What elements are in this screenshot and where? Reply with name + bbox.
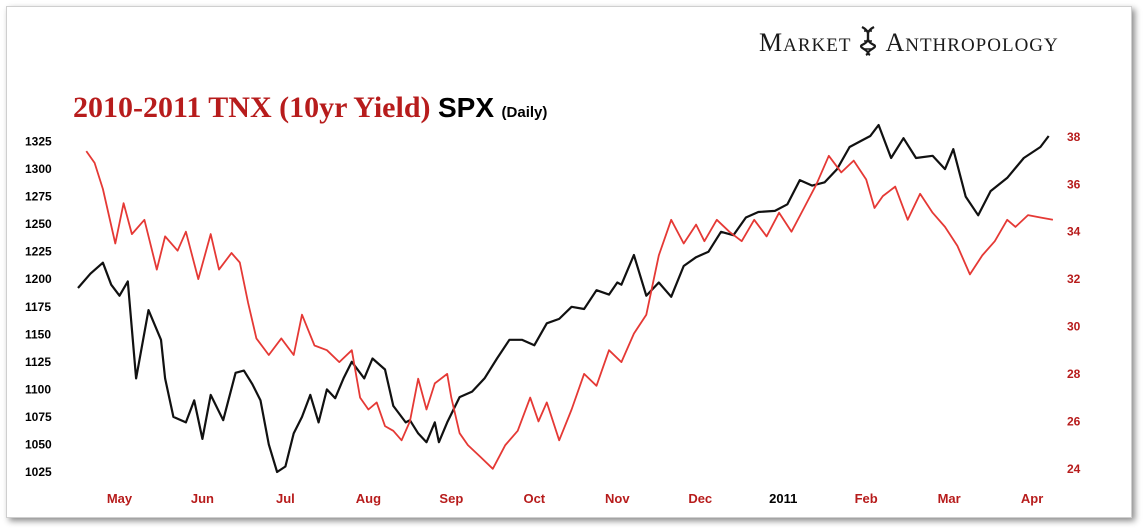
x-tick-label: 2011	[769, 491, 797, 506]
y-left-tick-label: 1325	[25, 135, 52, 149]
y-right-tick-label: 32	[1067, 272, 1081, 286]
x-tick-label: Dec	[688, 491, 712, 506]
chart-title: 2010-2011 TNX (10yr Yield) SPX (Daily)	[73, 91, 547, 125]
y-left-tick-label: 1025	[25, 465, 52, 479]
line-chart: 1025 1050 1075 1100 1125 1150 1175 1200 1225 1250…	[25, 123, 1081, 506]
y-left-tick-label: 1050	[25, 437, 52, 451]
y-left-tick-label: 1200	[25, 272, 52, 286]
title-daily-part: (Daily)	[501, 104, 548, 121]
y-left-tick-label: 1225	[25, 245, 52, 259]
x-tick-label: Jun	[191, 491, 214, 506]
chart-frame: MARKET ANTHROPOLOGY 2010-2011 TNX (10yr …	[6, 6, 1132, 518]
y-left-tick-label: 1300	[25, 162, 52, 176]
y-left-tick-label: 1250	[25, 217, 52, 231]
x-tick-label: Mar	[938, 491, 961, 506]
y-right-tick-label: 28	[1067, 367, 1081, 381]
y-left-tick-label: 1125	[25, 355, 51, 369]
title-spx-part: SPX	[438, 92, 495, 123]
y-right-tick-label: 34	[1067, 225, 1081, 239]
y-right-tick-label: 26	[1067, 414, 1081, 428]
y-right-tick-label: 38	[1067, 130, 1081, 144]
y-left-tick-label: 1075	[25, 410, 52, 424]
brand-word-anthropology: ANTHROPOLOGY	[885, 28, 1059, 57]
y-left-tick-label: 1150	[25, 327, 51, 341]
series-line-tnx	[85, 150, 1054, 470]
y-right-tick-label: 24	[1067, 462, 1081, 476]
dna-helix-icon	[860, 26, 877, 56]
y-right-tick-label: 36	[1067, 177, 1081, 191]
x-tick-label: Aug	[356, 491, 381, 506]
x-tick-label: Jul	[276, 491, 295, 506]
x-tick-label: Apr	[1021, 491, 1043, 506]
x-tick-label: May	[107, 491, 133, 506]
x-tick-label: Sep	[439, 491, 463, 506]
x-tick-label: Feb	[855, 491, 878, 506]
x-tick-label: Nov	[605, 491, 630, 506]
series-line-spx	[77, 123, 1050, 474]
title-tnx-part: 2010-2011 TNX (10yr Yield)	[73, 91, 431, 124]
y-left-tick-label: 1275	[25, 190, 52, 204]
x-tick-label: Oct	[523, 491, 545, 506]
y-left-tick-label: 1175	[25, 300, 51, 314]
y-right-tick-label: 30	[1067, 320, 1081, 334]
brand-word-market: MARKET	[759, 28, 852, 57]
y-left-tick-label: 1100	[25, 382, 51, 396]
brand-logo: MARKET ANTHROPOLOGY	[759, 25, 1059, 58]
